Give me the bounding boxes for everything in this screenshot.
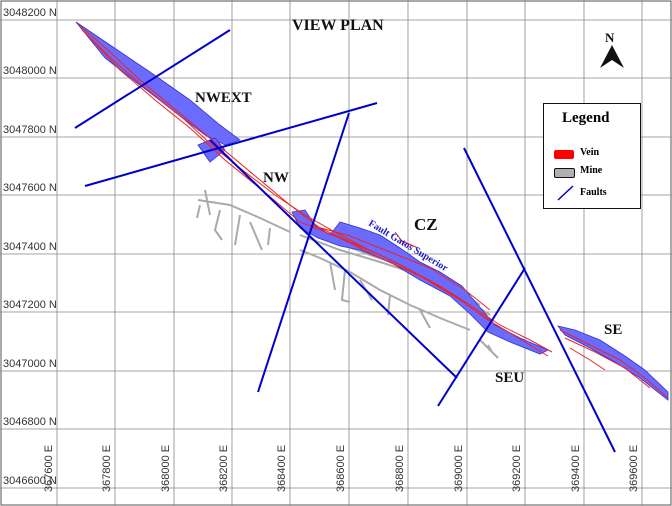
fault-zone <box>556 325 669 401</box>
north-arrow-label: N <box>605 30 615 45</box>
zone-label-se: SE <box>604 322 623 338</box>
fault-line <box>463 147 616 453</box>
fault-line <box>84 102 378 187</box>
vein <box>569 347 606 371</box>
vein <box>309 224 491 311</box>
easting-label: 368200 E <box>218 444 230 492</box>
easting-label: 368600 E <box>335 444 347 492</box>
vein-swatch <box>554 150 574 159</box>
easting-label: 369200 E <box>511 444 523 492</box>
northing-label: 3046600 N <box>3 475 57 487</box>
vein <box>89 37 493 323</box>
legend-vein-label: Vein <box>580 147 600 158</box>
easting-label: 368000 E <box>160 444 172 492</box>
easting-label: 369000 E <box>453 444 465 492</box>
fault-line <box>437 267 526 407</box>
easting-label: 369600 E <box>628 444 640 492</box>
northing-label: 3048000 N <box>3 65 57 77</box>
zone-label-cz: CZ <box>414 215 438 234</box>
fault-line-icon <box>557 185 574 201</box>
legend-mine-label: Mine <box>580 165 603 176</box>
vein <box>394 231 419 249</box>
zone-label-nw: NW <box>263 170 289 186</box>
mine-swatch <box>554 168 575 178</box>
easting-label: 367800 E <box>101 444 113 492</box>
fault-line <box>209 139 458 379</box>
northing-label: 3047600 N <box>3 182 57 194</box>
northing-label: 3046800 N <box>3 416 57 428</box>
zone-label-nwext: NWEXT <box>195 90 252 106</box>
easting-label: 367600 E <box>43 444 55 492</box>
northing-label: 3047000 N <box>3 358 57 370</box>
vein <box>559 329 669 399</box>
northing-label: 3048200 N <box>3 7 57 19</box>
easting-label: 368400 E <box>276 444 288 492</box>
view-plan-title: VIEW PLAN <box>292 17 384 34</box>
legend: Legend Vein Mine Faults <box>543 103 641 209</box>
mine-workings <box>479 339 499 359</box>
mine-workings <box>196 189 291 251</box>
northing-label: 3047200 N <box>3 299 57 311</box>
easting-label: 369400 E <box>570 444 582 492</box>
fault-zone <box>75 21 241 146</box>
legend-title: Legend <box>562 110 610 126</box>
north-arrow-icon <box>600 45 624 68</box>
legend-faults-label: Faults <box>580 187 607 198</box>
northing-label: 3047400 N <box>3 241 57 253</box>
vein <box>564 337 651 389</box>
fault-line <box>74 29 231 129</box>
fault-line <box>257 112 350 393</box>
northing-label: 3047800 N <box>3 124 57 136</box>
zone-label-seu: SEU <box>495 370 525 386</box>
easting-label: 368800 E <box>394 444 406 492</box>
